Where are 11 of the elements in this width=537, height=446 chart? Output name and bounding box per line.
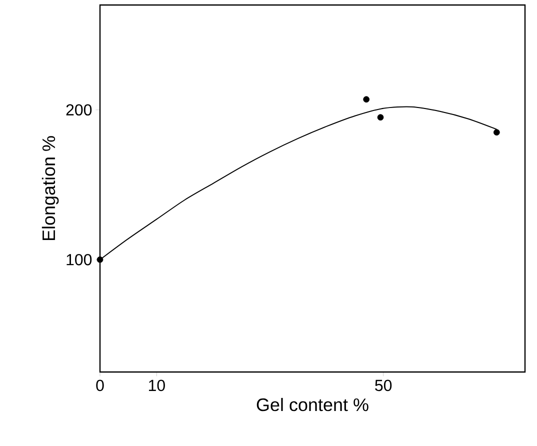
y-tick-label: 100 (66, 254, 92, 266)
x-tick-label: 0 (96, 380, 104, 392)
point (377, 114, 384, 121)
x-tick-label: 10 (148, 380, 165, 392)
x-axis-title: Gel content % (256, 398, 368, 412)
point (493, 129, 500, 136)
x-tick-label: 50 (375, 380, 392, 392)
point (96, 256, 104, 263)
y-axis-title: Elongation % (42, 136, 59, 240)
y-tick-label: 200 (66, 104, 92, 116)
point (363, 96, 370, 103)
